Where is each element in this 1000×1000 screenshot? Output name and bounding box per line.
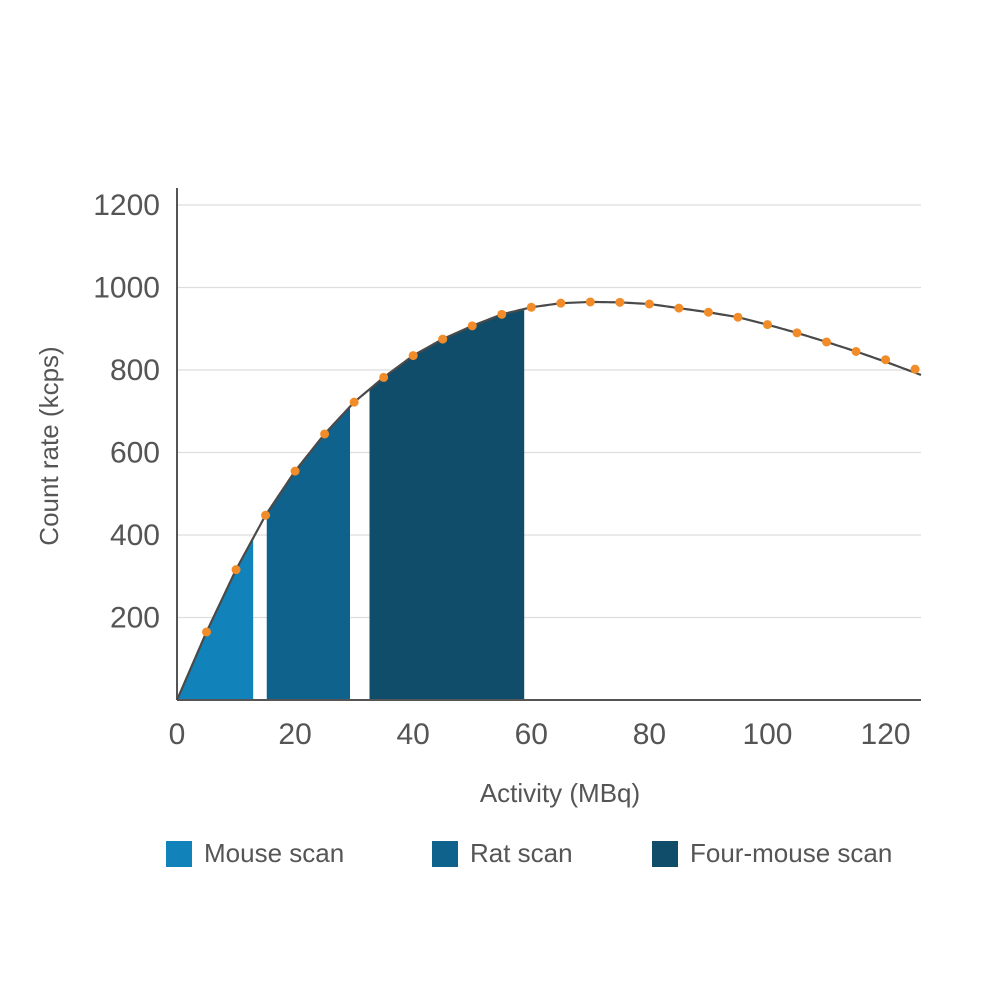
- data-point: [674, 303, 684, 313]
- area-rat-scan: [266, 406, 351, 700]
- legend-swatch-mouse-scan: [166, 840, 192, 867]
- x-tick-label: 60: [515, 718, 548, 751]
- data-point: [851, 346, 861, 356]
- y-tick-label: 1200: [93, 189, 160, 222]
- data-point: [910, 364, 920, 374]
- area-mouse-scan: [177, 538, 254, 700]
- data-point: [822, 337, 832, 347]
- legend-label-rat-scan: Rat scan: [470, 838, 573, 868]
- data-point: [261, 510, 271, 520]
- data-point: [497, 309, 507, 319]
- x-tick-label: 20: [278, 718, 311, 751]
- legend-label-mouse-scan: Mouse scan: [204, 838, 345, 868]
- x-tick-label: 120: [861, 718, 911, 751]
- data-point: [231, 565, 241, 575]
- x-tick-label: 0: [169, 718, 186, 751]
- data-point: [438, 334, 448, 344]
- scan-areas: [177, 308, 525, 700]
- data-point: [320, 429, 330, 439]
- data-point: [792, 328, 802, 338]
- data-point: [762, 320, 772, 330]
- y-axis-title: Count rate (kcps): [34, 346, 64, 545]
- area-four-mouse-scan: [369, 308, 525, 700]
- data-point: [733, 312, 743, 322]
- data-point: [467, 321, 477, 331]
- y-tick-label: 800: [110, 354, 160, 387]
- y-tick-label: 600: [110, 437, 160, 470]
- y-tick-label: 200: [110, 602, 160, 635]
- x-tick-label: 100: [742, 718, 792, 751]
- legend-item-mouse-scan: Mouse scan: [166, 838, 344, 869]
- data-point: [408, 351, 418, 361]
- y-tick-label: 1000: [93, 272, 160, 305]
- legend: Mouse scan Rat scan Four-mouse scan: [0, 838, 1000, 878]
- data-point: [526, 302, 536, 312]
- data-point: [703, 307, 713, 317]
- data-point: [202, 627, 212, 637]
- tick-labels: 200 400 600 800 1000 1200 0 20 40 60 80 100 120: [93, 189, 910, 751]
- legend-item-rat-scan: Rat scan: [432, 838, 573, 869]
- legend-swatch-rat-scan: [432, 840, 458, 867]
- data-point: [349, 397, 359, 407]
- legend-label-four-mouse-scan: Four-mouse scan: [690, 838, 893, 868]
- y-tick-label: 400: [110, 519, 160, 552]
- data-point: [644, 299, 654, 309]
- data-point: [379, 372, 389, 382]
- data-point: [556, 298, 566, 308]
- data-points: [202, 297, 920, 637]
- legend-item-four-mouse-scan: Four-mouse scan: [652, 838, 892, 869]
- data-point: [290, 466, 300, 476]
- legend-swatch-four-mouse-scan: [652, 840, 678, 867]
- x-tick-label: 40: [397, 718, 430, 751]
- axes: [176, 188, 921, 701]
- data-point: [585, 297, 595, 307]
- x-axis-title: Activity (MBq): [480, 778, 640, 808]
- data-point: [881, 355, 891, 365]
- x-tick-label: 80: [633, 718, 666, 751]
- data-point: [615, 297, 625, 307]
